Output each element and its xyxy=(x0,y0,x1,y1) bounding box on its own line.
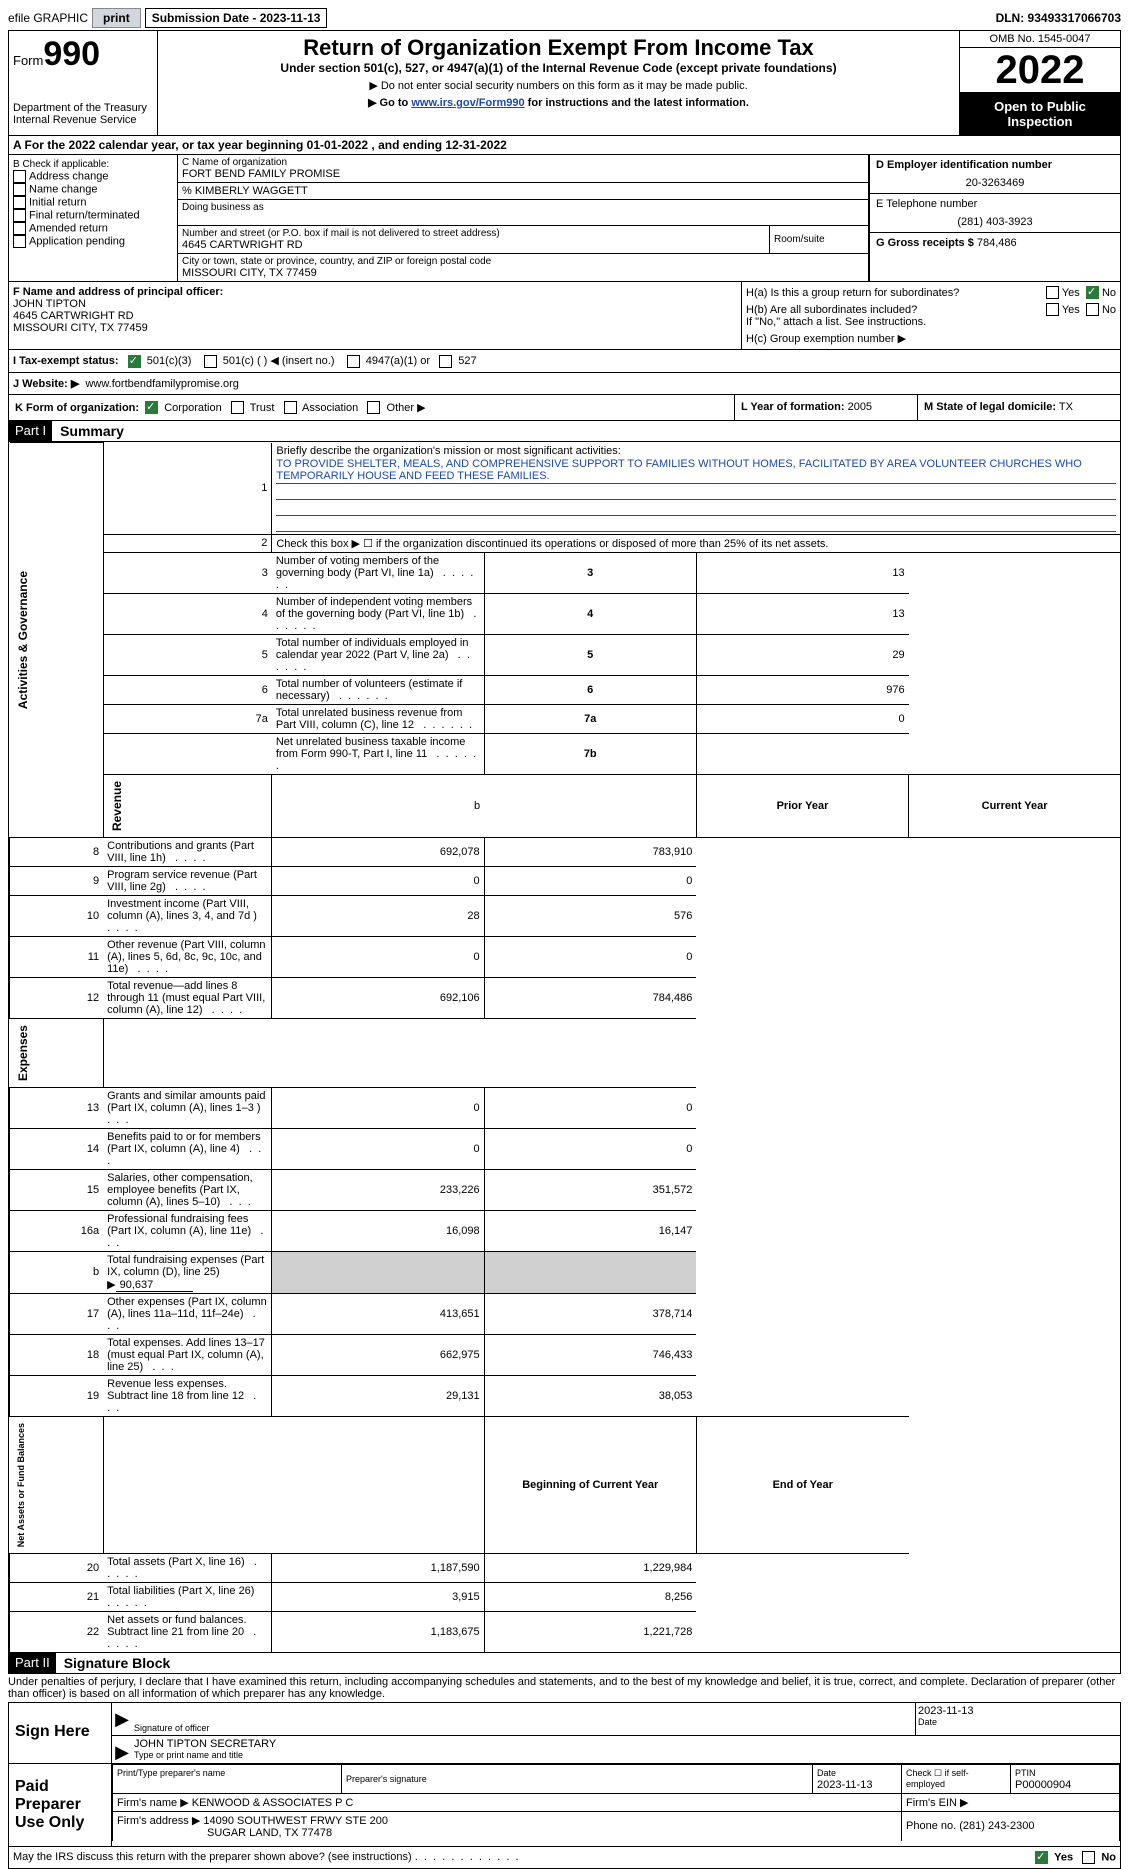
table-row: 13Grants and similar amounts paid (Part … xyxy=(10,1087,1121,1128)
cb-discuss-no[interactable] xyxy=(1082,1851,1095,1864)
table-row: 10Investment income (Part VIII, column (… xyxy=(10,895,1121,936)
cb-amended[interactable] xyxy=(13,222,26,235)
gross-receipts: 784,486 xyxy=(977,237,1017,249)
table-row: 16aProfessional fundraising fees (Part I… xyxy=(10,1210,1121,1251)
table-row: 15Salaries, other compensation, employee… xyxy=(10,1169,1121,1210)
header-right: OMB No. 1545-0047 2022 Open to Public In… xyxy=(960,31,1120,135)
row-a-tax-year: A For the 2022 calendar year, or tax yea… xyxy=(8,136,1121,155)
section-b-to-g: B Check if applicable: Address change Na… xyxy=(8,155,1121,282)
side-ag: Activities & Governance xyxy=(14,567,32,713)
sig-arrow-icon: ▶ xyxy=(112,1703,132,1735)
mission-text: TO PROVIDE SHELTER, MEALS, AND COMPREHEN… xyxy=(276,457,1116,484)
cb-app-pending[interactable] xyxy=(13,235,26,248)
irs-label: Internal Revenue Service xyxy=(13,114,153,126)
cb-corp[interactable] xyxy=(145,401,158,414)
cb-ha-yes[interactable] xyxy=(1046,286,1059,299)
form-title: Return of Organization Exempt From Incom… xyxy=(162,35,955,61)
omb-number: OMB No. 1545-0047 xyxy=(960,31,1120,48)
cb-initial-return[interactable] xyxy=(13,196,26,209)
table-row: 9Program service revenue (Part VIII, lin… xyxy=(10,866,1121,895)
sign-here-section: Sign Here ▶ Signature of officer 2023-11… xyxy=(8,1703,1121,1764)
row-k-l-m: K Form of organization: Corporation Trus… xyxy=(8,395,1121,422)
irs-link[interactable]: www.irs.gov/Form990 xyxy=(411,97,524,109)
row-f-h: F Name and address of principal officer:… xyxy=(8,282,1121,350)
sig-arrow-icon-2: ▶ xyxy=(112,1736,132,1763)
cb-discuss-yes[interactable] xyxy=(1035,1851,1048,1864)
efile-label: efile GRAPHIC xyxy=(8,11,88,25)
cb-address-change[interactable] xyxy=(13,170,26,183)
website: www.fortbendfamilypromise.org xyxy=(85,378,238,390)
paid-preparer-section: Paid Preparer Use Only Print/Type prepar… xyxy=(8,1764,1121,1847)
open-inspection: Open to Public Inspection xyxy=(960,93,1120,135)
form-number: 990 xyxy=(43,35,100,73)
note-goto-a: Go to xyxy=(368,97,411,109)
note-ssn: Do not enter social security numbers on … xyxy=(162,79,955,92)
table-row: 18Total expenses. Add lines 13–17 (must … xyxy=(10,1334,1121,1375)
cb-name-change[interactable] xyxy=(13,183,26,196)
street-address: 4645 CARTWRIGHT RD xyxy=(182,239,765,251)
cb-hb-no[interactable] xyxy=(1086,303,1099,316)
city-state-zip: MISSOURI CITY, TX 77459 xyxy=(182,267,864,279)
firm-name: KENWOOD & ASSOCIATES P C xyxy=(192,1797,354,1809)
form-word: Form xyxy=(13,53,43,68)
part-i-header: Part I xyxy=(9,421,52,441)
ptin: P00000904 xyxy=(1015,1779,1071,1791)
table-row: 20Total assets (Part X, line 16) . . . .… xyxy=(10,1553,1121,1582)
form-subtitle: Under section 501(c), 527, or 4947(a)(1)… xyxy=(162,61,955,75)
part-ii-header: Part II xyxy=(9,1653,56,1673)
table-row: 12Total revenue—add lines 8 through 11 (… xyxy=(10,977,1121,1018)
part-ii: Part II Signature Block xyxy=(8,1653,1121,1674)
cb-501c3[interactable] xyxy=(128,355,141,368)
ein: 20-3263469 xyxy=(876,177,1114,189)
print-button[interactable]: print xyxy=(92,8,141,28)
officer-typed-name: JOHN TIPTON SECRETARY xyxy=(134,1738,1118,1750)
dln-label: DLN: 93493317066703 xyxy=(996,11,1121,25)
top-toolbar: efile GRAPHIC print Submission Date - 20… xyxy=(8,8,1121,28)
table-row: 22Net assets or fund balances. Subtract … xyxy=(10,1611,1121,1652)
table-row: 8Contributions and grants (Part VIII, li… xyxy=(10,837,1121,866)
side-exp: Expenses xyxy=(14,1021,32,1085)
header-center: Return of Organization Exempt From Incom… xyxy=(158,31,960,135)
side-rev: Revenue xyxy=(108,777,126,835)
note-goto-b: for instructions and the latest informat… xyxy=(525,97,749,109)
row-i-j: I Tax-exempt status: 501(c)(3) 501(c) ( … xyxy=(8,350,1121,395)
part-i: Part I Summary Activities & Governance 1… xyxy=(8,421,1121,1653)
table-row: 14Benefits paid to or for members (Part … xyxy=(10,1128,1121,1169)
submission-date: Submission Date - 2023-11-13 xyxy=(145,8,328,28)
care-of: % KIMBERLY WAGGETT xyxy=(178,183,869,200)
table-row: 17Other expenses (Part IX, column (A), l… xyxy=(10,1293,1121,1334)
year-formation: 2005 xyxy=(848,401,872,413)
form-id-box: Form990 Department of the Treasury Inter… xyxy=(9,31,158,135)
discuss-row: May the IRS discuss this return with the… xyxy=(8,1847,1121,1869)
telephone: (281) 403-3923 xyxy=(876,216,1114,228)
table-row: 21Total liabilities (Part X, line 26) . … xyxy=(10,1582,1121,1611)
cb-hb-yes[interactable] xyxy=(1046,303,1059,316)
col-b-checkboxes: B Check if applicable: Address change Na… xyxy=(9,155,178,281)
table-row: 11Other revenue (Part VIII, column (A), … xyxy=(10,936,1121,977)
officer-name: JOHN TIPTON xyxy=(13,298,737,310)
dept-treasury: Department of the Treasury xyxy=(13,102,153,114)
org-name: FORT BEND FAMILY PROMISE xyxy=(182,168,864,180)
col-d-e-g: D Employer identification number 20-3263… xyxy=(869,155,1120,281)
side-net: Net Assets or Fund Balances xyxy=(14,1419,28,1551)
table-row: 19Revenue less expenses. Subtract line 1… xyxy=(10,1375,1121,1416)
tax-year: 2022 xyxy=(960,48,1120,93)
state-domicile: TX xyxy=(1059,401,1073,413)
cb-final-return[interactable] xyxy=(13,209,26,222)
cb-ha-no[interactable] xyxy=(1086,286,1099,299)
col-c-org-info: C Name of organization FORT BEND FAMILY … xyxy=(178,155,869,281)
jurat-text: Under penalties of perjury, I declare th… xyxy=(8,1674,1121,1703)
